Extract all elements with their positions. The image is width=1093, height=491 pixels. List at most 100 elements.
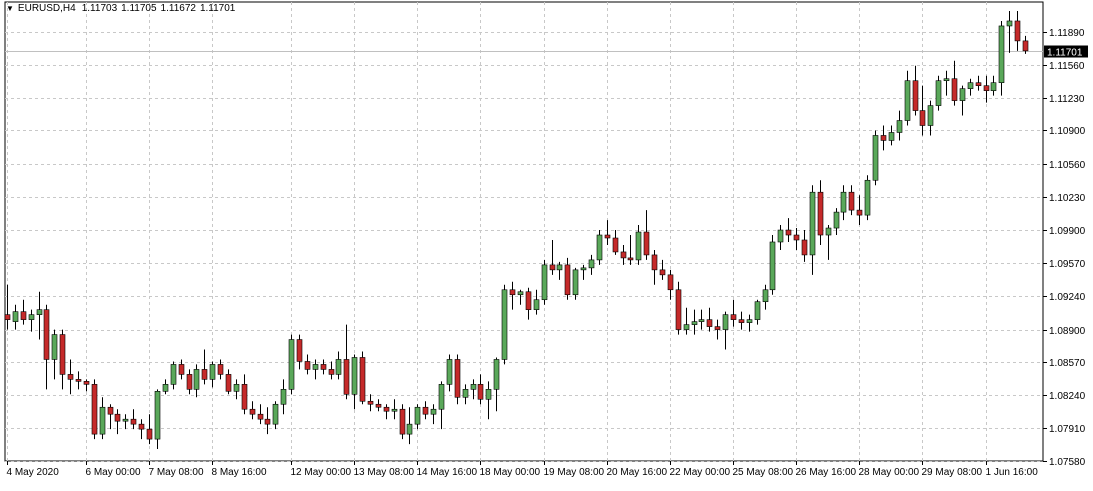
x-tick-label: 22 May 00:00	[670, 467, 731, 478]
candle-body	[683, 324, 690, 330]
y-tick-label: 1.11230	[1049, 94, 1085, 105]
candle-body	[872, 135, 879, 181]
candle-body	[375, 403, 382, 408]
candle-body	[288, 339, 295, 390]
candle-body	[848, 191, 855, 211]
candle-body	[541, 264, 548, 301]
candle-body	[714, 326, 721, 330]
y-tick-label: 1.10230	[1049, 193, 1086, 204]
candle-body	[99, 406, 106, 435]
y-tick-label: 1.07910	[1049, 424, 1086, 435]
candle-body	[36, 309, 43, 315]
candle-body	[351, 357, 358, 395]
y-tick-label: 1.11560	[1049, 61, 1085, 72]
ohlc-open-value: 1.11703	[81, 3, 118, 14]
candle-body	[564, 264, 571, 296]
candle-body	[904, 80, 911, 121]
candle-body	[20, 311, 27, 320]
candle-body	[769, 241, 776, 291]
candle-body	[470, 384, 477, 390]
x-tick-label: 19 May 08:00	[544, 467, 605, 478]
candle-body	[549, 264, 556, 271]
candle-body	[919, 110, 926, 126]
chart-menu-triangle-icon[interactable]: ▼	[6, 4, 14, 13]
candle-body	[525, 291, 532, 310]
candle-body	[75, 379, 82, 382]
candle-body	[328, 369, 335, 375]
candle-body	[912, 80, 919, 111]
candle-body	[596, 234, 603, 261]
candle-body	[888, 132, 895, 141]
current-price-label: 1.11701	[1047, 48, 1083, 59]
candle-body	[477, 384, 484, 400]
candle-body	[1014, 20, 1021, 42]
candle-body	[951, 78, 958, 101]
candle-body	[651, 254, 658, 271]
candle-body	[517, 291, 524, 296]
candle-body	[4, 314, 11, 320]
candle-body	[943, 78, 950, 82]
candle-body	[383, 406, 390, 412]
candle-body	[667, 274, 674, 291]
candle-body	[280, 389, 287, 405]
candle-body	[446, 359, 453, 385]
candle-body	[762, 289, 769, 303]
candle-body	[604, 234, 611, 239]
candle-body	[635, 231, 642, 261]
candle-body	[754, 301, 761, 320]
y-tick-label: 1.09240	[1049, 292, 1086, 303]
candle-body	[825, 227, 832, 236]
y-tick-label: 1.08570	[1049, 358, 1086, 369]
symbol-timeframe-label: EURUSD,H4	[17, 3, 76, 14]
candle-body	[114, 413, 121, 422]
candle-body	[501, 289, 508, 360]
candle-body	[138, 423, 145, 430]
candle-body	[217, 364, 224, 375]
candle-body	[233, 384, 240, 392]
candle-body	[880, 135, 887, 141]
candle-body	[1006, 20, 1013, 27]
x-tick-label: 26 May 16:00	[796, 467, 857, 478]
candle-body	[659, 269, 666, 276]
candle-body	[146, 428, 153, 440]
candle-body	[107, 406, 114, 415]
candle-body	[935, 80, 942, 106]
candle-body	[998, 25, 1005, 84]
candle-body	[675, 289, 682, 330]
candle-body	[777, 229, 784, 243]
candle-body	[304, 361, 311, 370]
y-tick-label: 1.08240	[1049, 391, 1086, 402]
candle-body	[462, 389, 469, 398]
x-tick-label: 12 May 00:00	[291, 467, 352, 478]
candle-body	[612, 237, 619, 253]
y-tick-label: 1.09570	[1049, 259, 1086, 270]
x-tick-label: 14 May 16:00	[417, 467, 478, 478]
candle-body	[91, 384, 98, 435]
candle-body	[178, 364, 185, 375]
candle-body	[738, 319, 745, 323]
candle-body	[975, 82, 982, 86]
candle-body	[746, 319, 753, 323]
candle-body	[485, 389, 492, 400]
candle-body	[249, 408, 256, 415]
candle-body	[296, 339, 303, 362]
candle-body	[162, 384, 169, 392]
candle-body	[122, 418, 129, 422]
y-tick-label: 1.08900	[1049, 326, 1086, 337]
candle-body	[343, 359, 350, 395]
candle-body	[264, 418, 271, 425]
candle-body	[359, 357, 366, 402]
candle-body	[28, 314, 35, 320]
candle-body	[833, 211, 840, 229]
candle-body	[312, 364, 319, 370]
candle-body	[620, 251, 627, 259]
candle-body	[706, 319, 713, 327]
candle-body	[959, 88, 966, 101]
candle-body	[59, 334, 66, 375]
candle-body	[556, 264, 563, 271]
candle-body	[801, 239, 808, 256]
candle-body	[438, 384, 445, 410]
candle-body	[572, 269, 579, 296]
